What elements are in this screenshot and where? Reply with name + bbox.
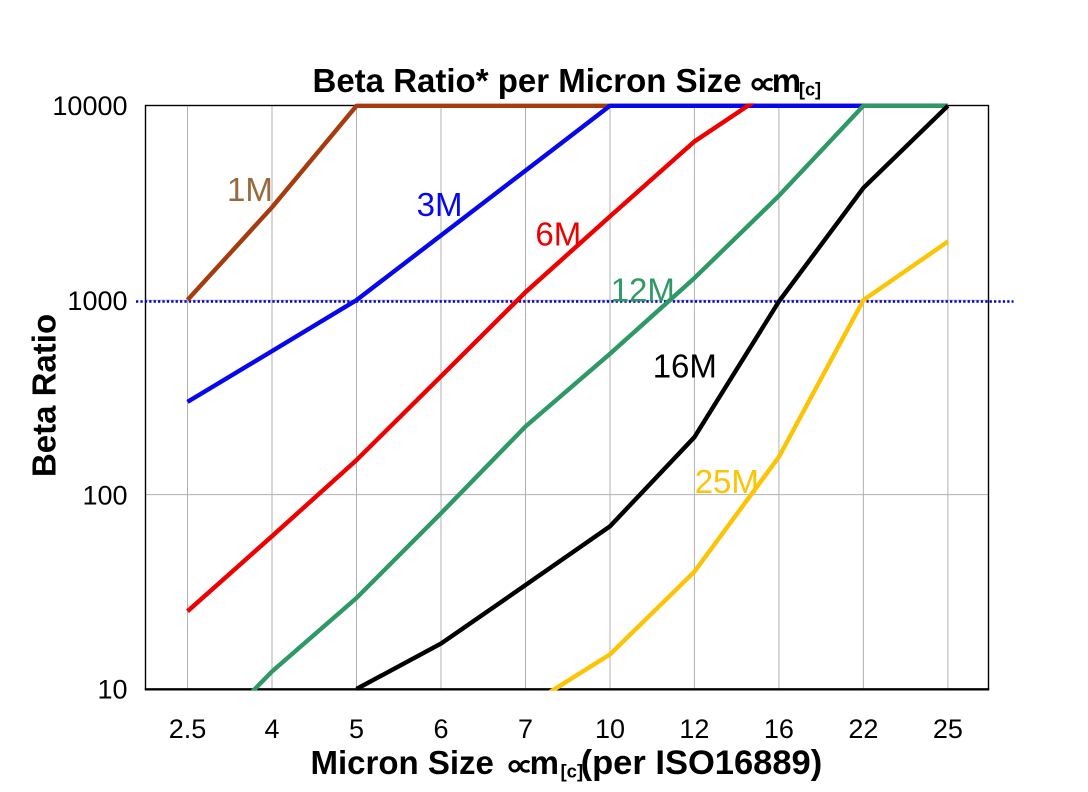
svg-text:25M: 25M — [695, 463, 759, 500]
svg-text:4: 4 — [264, 714, 279, 744]
svg-text:100: 100 — [82, 480, 127, 510]
svg-text:1M: 1M — [227, 171, 273, 208]
svg-text:m: m — [772, 62, 801, 99]
svg-text:25: 25 — [933, 714, 963, 744]
svg-text:10: 10 — [595, 714, 625, 744]
svg-text:2.5: 2.5 — [169, 714, 207, 744]
svg-text:[c]: [c] — [799, 79, 821, 99]
svg-text:m: m — [530, 744, 559, 781]
svg-text:22: 22 — [848, 714, 878, 744]
svg-text:12M: 12M — [611, 271, 675, 308]
svg-text:1000: 1000 — [67, 286, 127, 316]
svg-text:16: 16 — [764, 714, 794, 744]
svg-text:(per ISO16889): (per ISO16889) — [581, 744, 823, 782]
svg-text:Micron Size: Micron Size — [311, 744, 494, 781]
svg-text:5: 5 — [349, 714, 364, 744]
svg-text:16M: 16M — [653, 347, 717, 384]
svg-text:6: 6 — [433, 714, 448, 744]
svg-text:3M: 3M — [417, 186, 463, 223]
svg-text:12: 12 — [679, 714, 709, 744]
svg-text:10000: 10000 — [52, 91, 127, 121]
svg-text:[c]: [c] — [561, 761, 584, 782]
svg-text:6M: 6M — [535, 215, 581, 252]
svg-text:Beta Ratio* per Micron Size: Beta Ratio* per Micron Size — [313, 62, 742, 99]
svg-text:7: 7 — [518, 714, 533, 744]
svg-text:10: 10 — [97, 675, 127, 705]
svg-text:Beta Ratio: Beta Ratio — [26, 314, 63, 477]
